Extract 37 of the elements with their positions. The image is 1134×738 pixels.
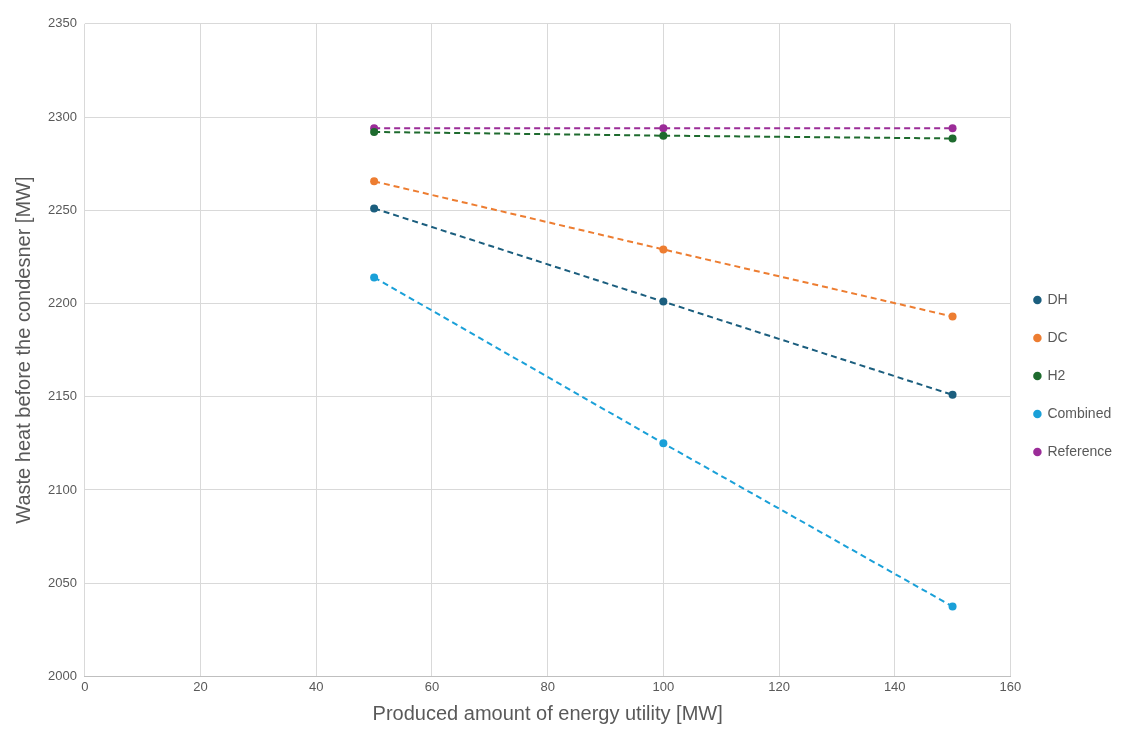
point [659,245,668,254]
point [659,124,668,133]
legend-label: H2 [1047,366,1066,383]
x-tick-label: 0 [81,678,89,694]
y-tick-label: 2200 [48,295,77,311]
y-tick-label: 2000 [48,667,77,683]
point [948,134,957,143]
x-tick-label: 160 [999,678,1022,694]
x-tick-label: 120 [768,678,790,694]
point [370,204,379,213]
x-tick-label: 80 [540,678,555,694]
point [659,297,668,306]
point [659,131,668,140]
y-axis-title: Waste heat before the condesner [MW] [11,176,34,524]
legend-label: Combined [1047,404,1112,421]
legend-label: DH [1047,290,1068,307]
legend-label: DC [1047,328,1068,345]
y-tick-label: 2100 [48,481,77,497]
legend-label: Reference [1047,442,1113,459]
x-tick-label: 60 [424,678,440,694]
x-tick-label: 100 [652,678,675,694]
y-tick-label: 2350 [48,15,77,31]
x-tick-label: 140 [883,678,906,694]
point [948,124,957,133]
point [370,273,379,282]
point [948,602,957,611]
point [948,390,957,399]
y-tick-label: 2300 [48,108,77,124]
y-tick-label: 2050 [48,574,77,590]
y-tick-label: 2250 [48,201,77,217]
x-axis-title: Produced amount of energy utility [MW] [372,701,723,724]
y-tick-label: 2150 [48,388,77,404]
point [370,177,379,186]
point [948,312,957,321]
point [659,439,668,448]
x-tick-label: 40 [309,678,324,694]
x-tick-label: 20 [193,678,208,694]
